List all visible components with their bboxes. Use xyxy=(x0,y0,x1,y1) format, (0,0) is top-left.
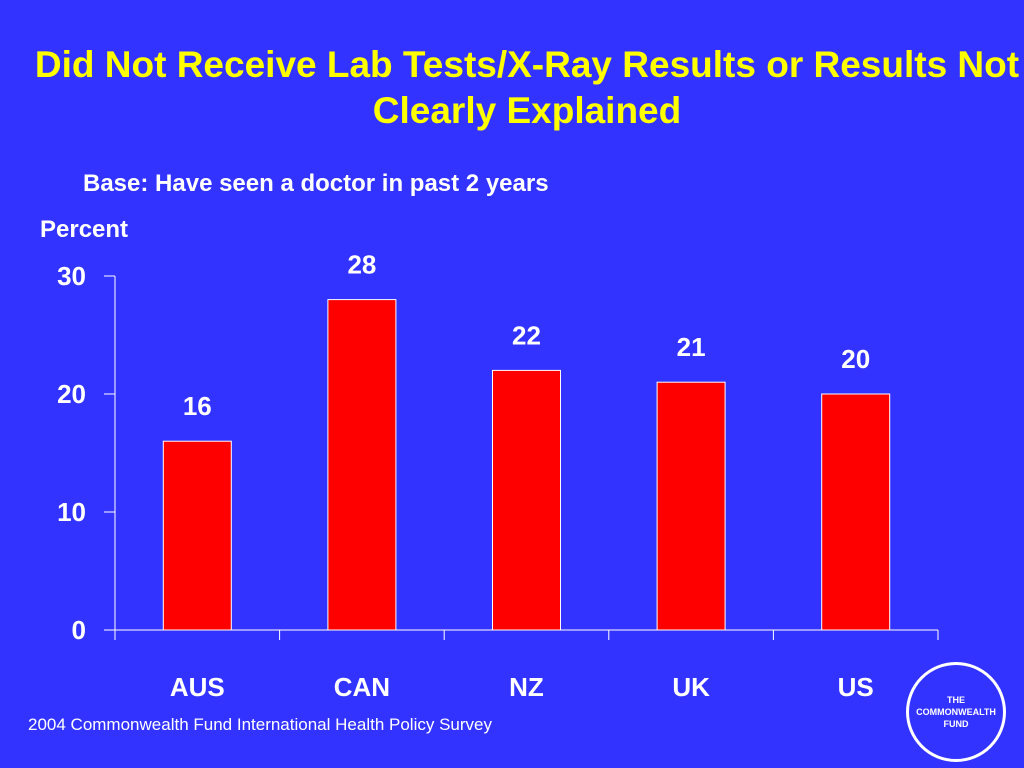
bar-aus xyxy=(162,440,232,631)
y-tick-label: 10 xyxy=(57,497,86,527)
labels: 16 AUS 28 CAN 22 NZ 21 UK 20 US xyxy=(170,250,874,702)
source-footnote: 2004 Commonwealth Fund International Hea… xyxy=(28,715,492,734)
bar-uk xyxy=(656,381,726,631)
data-label: 20 xyxy=(841,344,870,374)
category-label: US xyxy=(838,672,874,702)
commonwealth-fund-logo: THE COMMONWEALTH FUND xyxy=(906,662,1006,762)
data-label: 16 xyxy=(183,391,212,421)
logo-text: THE COMMONWEALTH FUND xyxy=(916,695,996,729)
y-axis-label: Percent xyxy=(40,216,129,243)
category-label: UK xyxy=(672,672,710,702)
chart-subtitle: Base: Have seen a doctor in past 2 years xyxy=(83,170,549,197)
category-label: AUS xyxy=(170,672,225,702)
category-label: CAN xyxy=(334,672,390,702)
data-label: 22 xyxy=(512,320,541,350)
bars xyxy=(162,299,891,631)
y-tick-label: 20 xyxy=(57,379,86,409)
data-label: 21 xyxy=(677,332,706,362)
data-label: 28 xyxy=(347,250,376,280)
y-tick-label: 0 xyxy=(72,615,86,645)
category-label: NZ xyxy=(509,672,544,702)
chart-title: Did Not Receive Lab Tests/X-Ray Results … xyxy=(34,44,1020,131)
bar-nz xyxy=(492,369,561,631)
bar-us xyxy=(821,393,891,631)
y-tick-label: 30 xyxy=(57,261,86,291)
bar-can xyxy=(327,299,397,631)
